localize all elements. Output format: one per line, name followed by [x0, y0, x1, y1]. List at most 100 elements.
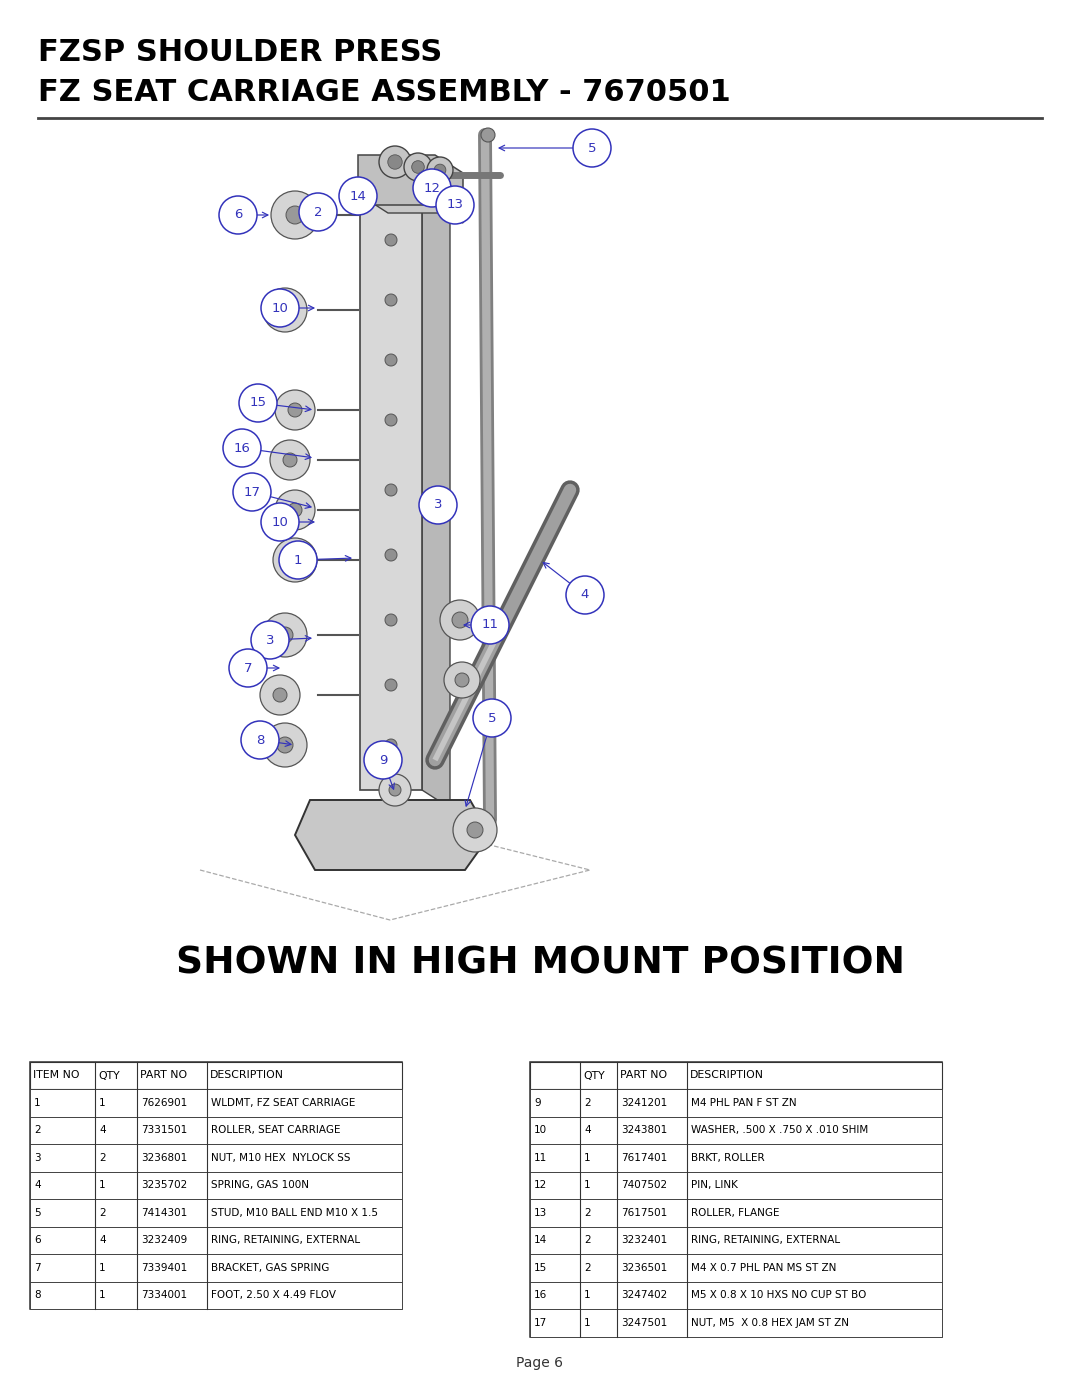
Circle shape	[573, 129, 611, 168]
Circle shape	[434, 165, 446, 176]
Circle shape	[233, 474, 271, 511]
Text: 3232401: 3232401	[621, 1235, 667, 1245]
Circle shape	[384, 353, 397, 366]
Text: 2: 2	[584, 1263, 591, 1273]
Circle shape	[467, 821, 483, 838]
Circle shape	[276, 738, 293, 753]
Circle shape	[276, 627, 293, 643]
Circle shape	[283, 453, 297, 467]
Text: M4 PHL PAN F ST ZN: M4 PHL PAN F ST ZN	[691, 1098, 797, 1108]
Circle shape	[264, 613, 307, 657]
Text: 2: 2	[314, 205, 322, 218]
Text: BRACKET, GAS SPRING: BRACKET, GAS SPRING	[211, 1263, 329, 1273]
Text: 17: 17	[534, 1317, 548, 1327]
Circle shape	[241, 721, 279, 759]
Text: 1: 1	[99, 1180, 106, 1190]
Bar	[530, 1172, 942, 1199]
Text: 4: 4	[581, 588, 590, 602]
Text: 4: 4	[99, 1125, 106, 1136]
Text: ITEM NO: ITEM NO	[33, 1070, 80, 1080]
Text: 7334001: 7334001	[141, 1291, 187, 1301]
Bar	[530, 1227, 942, 1255]
Bar	[530, 1309, 942, 1337]
Text: 1: 1	[33, 1098, 41, 1108]
Text: 9: 9	[534, 1098, 541, 1108]
Text: 7407502: 7407502	[621, 1180, 667, 1190]
Circle shape	[264, 288, 307, 332]
Text: 8: 8	[33, 1291, 41, 1301]
Text: SPRING, GAS 100N: SPRING, GAS 100N	[211, 1180, 309, 1190]
Circle shape	[379, 147, 411, 177]
Text: 3: 3	[33, 1153, 41, 1162]
Circle shape	[566, 576, 604, 615]
Text: 2: 2	[584, 1208, 591, 1218]
Bar	[530, 1255, 942, 1281]
Polygon shape	[357, 155, 463, 224]
Text: QTY: QTY	[583, 1070, 605, 1080]
Text: ROLLER, FLANGE: ROLLER, FLANGE	[691, 1208, 780, 1218]
Polygon shape	[295, 800, 490, 870]
Text: 8: 8	[256, 733, 265, 746]
Circle shape	[261, 289, 299, 327]
Text: DESCRIPTION: DESCRIPTION	[690, 1070, 764, 1080]
Circle shape	[384, 414, 397, 426]
Text: 4: 4	[584, 1125, 591, 1136]
Text: 3236501: 3236501	[621, 1263, 667, 1273]
Circle shape	[275, 490, 315, 529]
Circle shape	[481, 129, 495, 142]
Text: 11: 11	[482, 619, 499, 631]
Text: FOOT, 2.50 X 4.49 FLOV: FOOT, 2.50 X 4.49 FLOV	[211, 1291, 336, 1301]
Text: STUD, M10 BALL END M10 X 1.5: STUD, M10 BALL END M10 X 1.5	[211, 1208, 378, 1218]
Text: 1: 1	[99, 1291, 106, 1301]
Circle shape	[453, 807, 497, 852]
Text: 1: 1	[584, 1291, 591, 1301]
Text: 14: 14	[350, 190, 366, 203]
Text: 7339401: 7339401	[141, 1263, 187, 1273]
Text: NUT, M5  X 0.8 HEX JAM ST ZN: NUT, M5 X 0.8 HEX JAM ST ZN	[691, 1317, 849, 1327]
Text: 7331501: 7331501	[141, 1125, 187, 1136]
Text: 4: 4	[99, 1235, 106, 1245]
Circle shape	[364, 740, 402, 780]
Circle shape	[288, 503, 302, 517]
Circle shape	[287, 552, 303, 569]
Circle shape	[273, 538, 318, 583]
Text: 3247402: 3247402	[621, 1291, 667, 1301]
Text: 16: 16	[534, 1291, 548, 1301]
Circle shape	[388, 155, 402, 169]
Polygon shape	[360, 196, 422, 789]
Bar	[30, 1199, 402, 1227]
Circle shape	[404, 154, 432, 182]
Circle shape	[286, 205, 303, 224]
Circle shape	[339, 177, 377, 215]
Text: 1: 1	[584, 1180, 591, 1190]
Text: 3: 3	[266, 633, 274, 647]
Bar	[530, 1090, 942, 1116]
Circle shape	[271, 191, 319, 239]
Bar	[530, 1144, 942, 1172]
Circle shape	[413, 169, 451, 207]
Circle shape	[273, 687, 287, 703]
Bar	[530, 1199, 942, 1227]
Bar	[530, 1062, 942, 1090]
Text: 1: 1	[294, 553, 302, 567]
Text: 5: 5	[488, 711, 496, 725]
Text: 7: 7	[244, 662, 253, 675]
Text: NUT, M10 HEX  NYLOCK SS: NUT, M10 HEX NYLOCK SS	[211, 1153, 351, 1162]
Text: FZ SEAT CARRIAGE ASSEMBLY - 7670501: FZ SEAT CARRIAGE ASSEMBLY - 7670501	[38, 78, 731, 108]
Text: 4: 4	[33, 1180, 41, 1190]
Text: 17: 17	[243, 486, 260, 499]
Circle shape	[384, 615, 397, 626]
Text: 3241201: 3241201	[621, 1098, 667, 1108]
Bar	[30, 1255, 402, 1281]
Polygon shape	[422, 196, 450, 807]
Circle shape	[229, 650, 267, 687]
Circle shape	[222, 429, 261, 467]
Text: 2: 2	[99, 1153, 106, 1162]
Text: 3235702: 3235702	[141, 1180, 187, 1190]
Circle shape	[260, 675, 300, 715]
Text: 2: 2	[584, 1235, 591, 1245]
Text: 10: 10	[271, 302, 288, 314]
Text: 13: 13	[446, 198, 463, 211]
Circle shape	[270, 440, 310, 481]
Text: 5: 5	[588, 141, 596, 155]
